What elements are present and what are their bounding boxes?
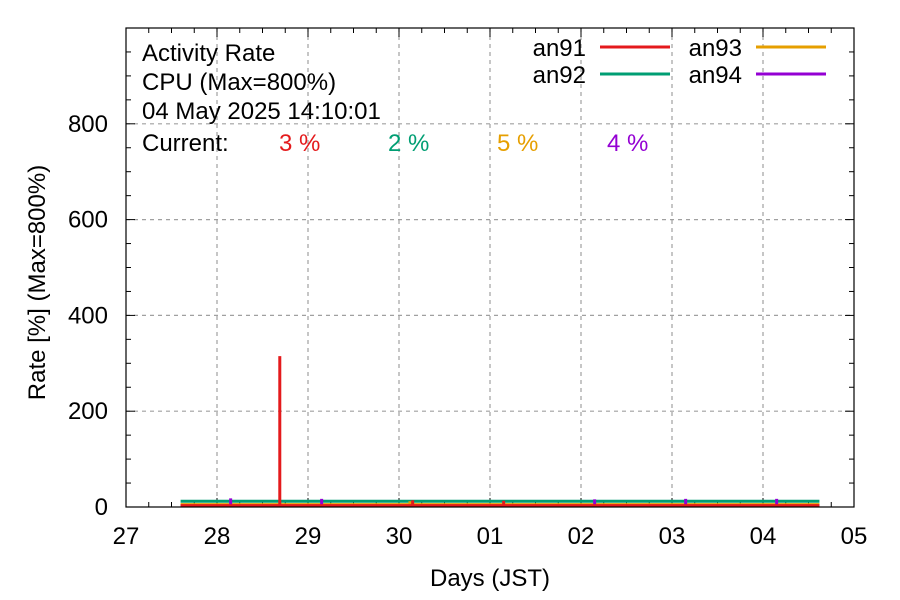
current-value: 2 %	[388, 130, 429, 157]
plot-border	[125, 27, 855, 508]
title-line: Activity Rate	[142, 40, 275, 67]
x-tick-label: 05	[841, 523, 868, 550]
x-tick-label: 03	[659, 523, 686, 550]
x-tick-label: 02	[568, 523, 595, 550]
current-value: 4 %	[607, 130, 648, 157]
x-tick-label: 04	[750, 523, 777, 550]
y-tick-label: 600	[68, 207, 108, 234]
x-tick-label: 01	[477, 523, 504, 550]
series-an91	[180, 356, 820, 508]
legend-label: an93	[689, 35, 742, 62]
y-tick-label: 0	[95, 494, 108, 521]
x-tick-label: 30	[386, 523, 413, 550]
y-tick-label: 400	[68, 302, 108, 329]
title-line: CPU (Max=800%)	[142, 69, 336, 96]
y-axis-label: Rate [%] (Max=800%)	[24, 165, 51, 400]
y-tick-label: 200	[68, 398, 108, 425]
legend-label: an94	[689, 62, 742, 89]
legend-label: an92	[533, 62, 586, 89]
current-label: Current:	[142, 130, 229, 157]
x-axis-label: Days (JST)	[430, 565, 550, 592]
y-tick-label: 800	[68, 111, 108, 138]
x-tick-label: 28	[204, 523, 231, 550]
legend-label: an91	[533, 35, 586, 62]
title-line: 04 May 2025 14:10:01	[142, 98, 381, 125]
current-value: 3 %	[279, 130, 320, 157]
x-tick-label: 29	[295, 523, 322, 550]
current-value: 5 %	[497, 130, 538, 157]
x-tick-label: 27	[113, 523, 140, 550]
